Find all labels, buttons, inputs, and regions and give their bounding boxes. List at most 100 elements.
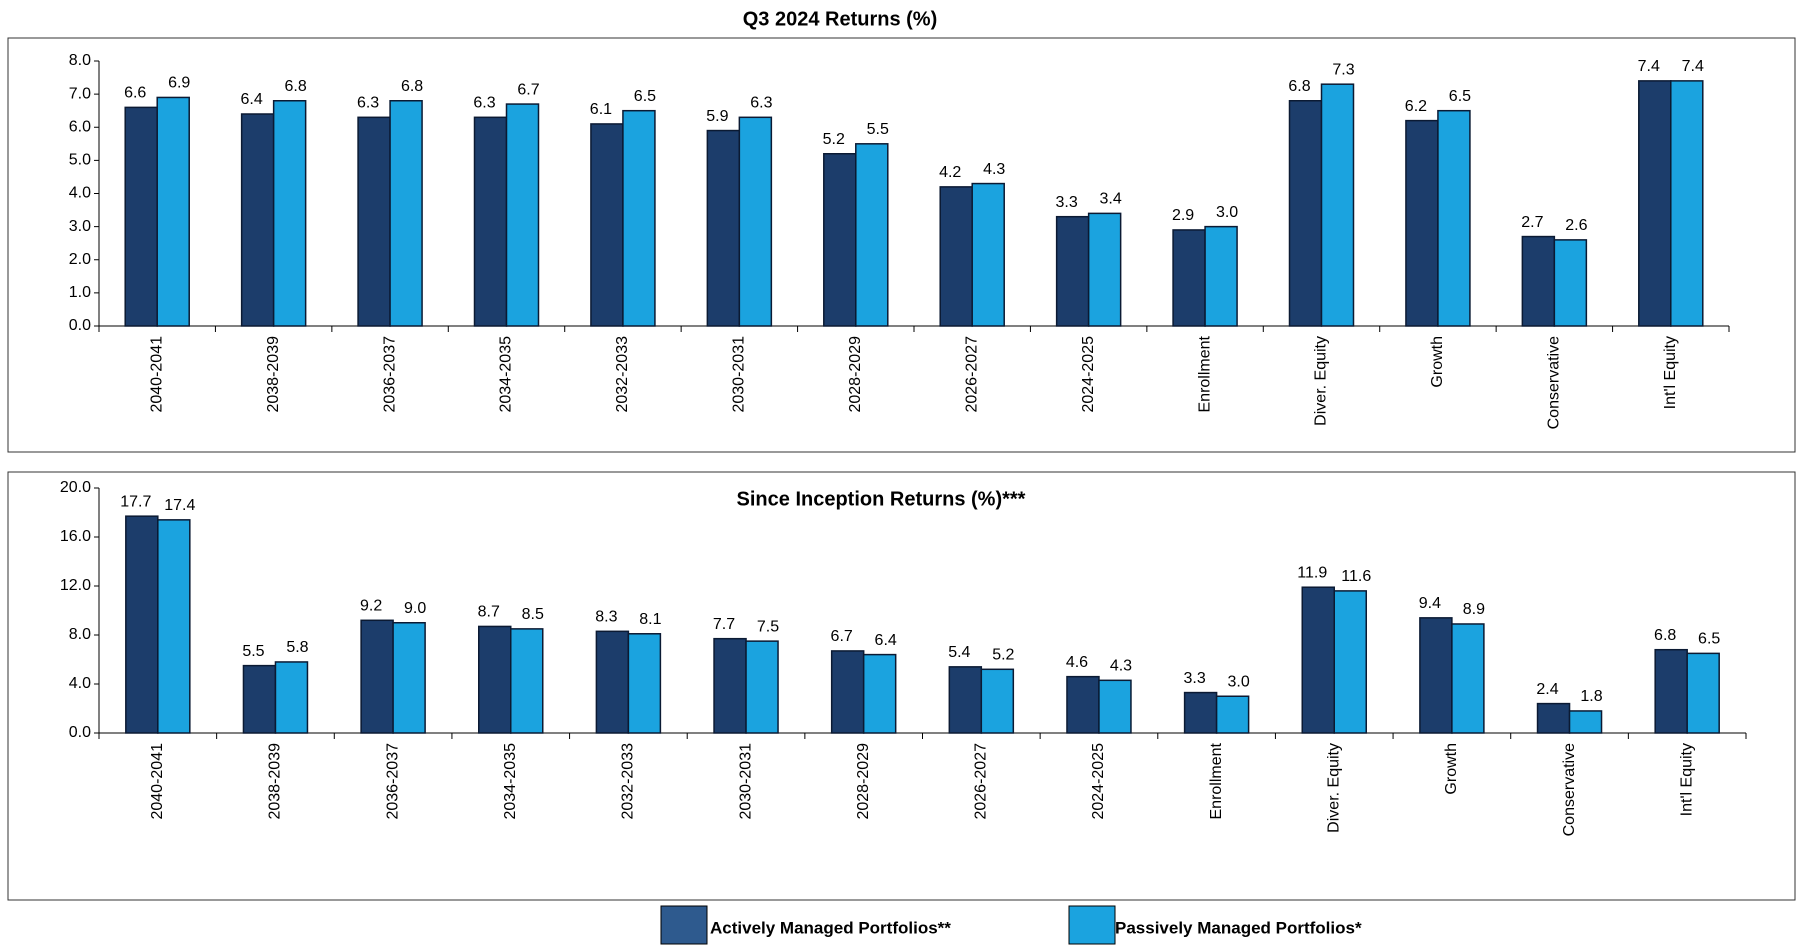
data-label: 5.4 <box>948 644 970 661</box>
data-label: 6.1 <box>590 101 612 118</box>
bar <box>125 515 159 734</box>
data-label: 9.2 <box>360 598 382 615</box>
chart-title: Since Inception Returns (%)*** <box>737 488 1026 510</box>
y-tick-label: 0.0 <box>69 317 91 334</box>
bar <box>1333 590 1367 734</box>
data-label: 7.5 <box>757 618 779 635</box>
x-tick-label: 2030-2031 <box>737 743 754 820</box>
chart-title: Q3 2024 Returns (%) <box>743 8 938 30</box>
bar <box>357 116 391 327</box>
x-tick-label: 2026-2027 <box>973 743 990 820</box>
bar <box>240 113 275 327</box>
y-tick-label: 8.0 <box>69 626 91 643</box>
x-tick-label: 2040-2041 <box>148 336 165 413</box>
bar <box>1204 225 1238 327</box>
data-label: 3.3 <box>1183 670 1205 687</box>
bar <box>1568 710 1603 734</box>
bar <box>1320 83 1355 327</box>
bar <box>1288 100 1323 327</box>
data-label: 7.3 <box>1332 61 1354 78</box>
bar <box>274 661 309 734</box>
data-label: 9.0 <box>404 600 426 617</box>
bar <box>1087 212 1122 327</box>
data-label: 2.7 <box>1521 214 1543 231</box>
bar <box>473 116 508 327</box>
data-label: 6.4 <box>875 632 897 649</box>
bar <box>1215 695 1250 734</box>
y-tick-label: 1.0 <box>69 284 91 301</box>
x-tick-label: 2034-2035 <box>498 336 515 413</box>
x-tick-label: 2036-2037 <box>384 743 401 820</box>
y-tick-label: 0.0 <box>69 724 91 741</box>
data-label: 6.5 <box>634 88 656 105</box>
y-tick-label: 4.0 <box>69 185 91 202</box>
x-tick-label: 2030-2031 <box>731 336 748 413</box>
x-tick-label: 2032-2033 <box>614 336 631 413</box>
data-label: 1.8 <box>1580 688 1602 705</box>
data-label: 6.3 <box>750 95 772 112</box>
data-label: 9.4 <box>1419 595 1441 612</box>
bar <box>510 628 544 734</box>
data-label: 7.7 <box>713 616 735 633</box>
x-tick-label: Enrollment <box>1208 742 1225 819</box>
x-tick-label: Int'l Equity <box>1662 336 1679 409</box>
data-label: 6.5 <box>1449 88 1471 105</box>
data-label: 6.2 <box>1405 98 1427 115</box>
data-label: 5.2 <box>823 131 845 148</box>
data-label: 5.2 <box>992 647 1014 664</box>
x-tick-label: Growth <box>1443 743 1460 795</box>
data-label: 6.7 <box>831 628 853 645</box>
x-tick-label: Diver. Equity <box>1313 336 1330 426</box>
x-tick-label: Growth <box>1429 336 1446 388</box>
x-tick-label: 2028-2029 <box>847 336 864 413</box>
bar <box>1638 80 1672 327</box>
y-tick-label: 2.0 <box>69 251 91 268</box>
bar <box>478 625 512 734</box>
bar <box>1521 235 1556 327</box>
data-label: 3.4 <box>1100 191 1122 208</box>
bar <box>862 653 897 734</box>
bar <box>1172 229 1206 327</box>
bar <box>706 129 741 327</box>
data-label: 6.7 <box>517 81 539 98</box>
bar <box>1670 80 1704 327</box>
bar <box>627 633 662 734</box>
bar <box>272 100 307 327</box>
bar <box>360 619 394 734</box>
bar <box>980 668 1015 734</box>
data-label: 6.5 <box>1698 631 1720 648</box>
bar <box>1536 702 1571 734</box>
x-tick-label: Conservative <box>1546 336 1563 429</box>
y-tick-label: 3.0 <box>69 218 91 235</box>
bar <box>745 640 779 734</box>
y-tick-label: 5.0 <box>69 152 91 169</box>
x-tick-label: 2036-2037 <box>381 336 398 413</box>
data-label: 7.4 <box>1638 58 1660 75</box>
y-tick-label: 12.0 <box>60 577 91 594</box>
x-tick-label: 2026-2027 <box>963 336 980 413</box>
data-label: 5.8 <box>286 639 308 656</box>
data-label: 4.3 <box>1110 658 1132 675</box>
data-label: 6.8 <box>285 78 307 95</box>
data-label: 8.3 <box>595 609 617 626</box>
chart-frame <box>7 471 1796 901</box>
x-tick-label: 2024-2025 <box>1080 336 1097 413</box>
data-label: 11.9 <box>1297 564 1327 581</box>
legend-label: Passively Managed Portfolios* <box>1115 918 1362 937</box>
data-label: 8.7 <box>478 604 500 621</box>
x-tick-label: Diver. Equity <box>1325 743 1342 833</box>
bar <box>1654 648 1688 734</box>
x-tick-label: Int'l Equity <box>1678 743 1695 816</box>
data-label: 17.7 <box>120 493 151 510</box>
data-label: 6.6 <box>124 85 146 102</box>
y-tick-label: 20.0 <box>60 479 91 496</box>
legend-swatch <box>660 905 708 945</box>
bar <box>1183 691 1218 734</box>
bar <box>392 622 426 734</box>
chart-frame <box>7 37 1796 453</box>
data-label: 4.6 <box>1066 654 1088 671</box>
data-label: 6.3 <box>473 95 495 112</box>
bar <box>713 637 747 734</box>
data-label: 3.0 <box>1227 673 1249 690</box>
